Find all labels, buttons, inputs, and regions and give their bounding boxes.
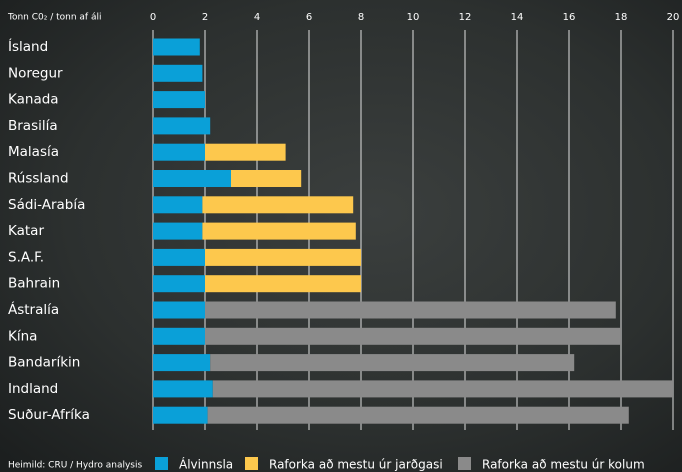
- bar-segment: [153, 143, 205, 161]
- bar-segment: [153, 275, 205, 293]
- source: Heimild: CRU / Hydro analysis: [8, 461, 142, 471]
- x-tick-label: 0: [150, 12, 156, 23]
- bar-segment: [153, 222, 203, 240]
- bar-segment: [212, 380, 674, 398]
- category-label: S.A.F.: [8, 249, 44, 265]
- legend-label: Álvinnsla: [179, 457, 233, 472]
- x-tick-label: 16: [563, 12, 576, 23]
- bar-segment: [205, 327, 621, 345]
- category-label: Katar: [8, 223, 44, 239]
- category-label: Noregur: [8, 65, 63, 81]
- x-tick-label: 8: [358, 12, 364, 23]
- bar-segment: [202, 222, 356, 240]
- legend-swatch: [458, 457, 471, 470]
- bar-segment: [153, 170, 231, 187]
- bar-segment: [153, 196, 203, 214]
- bar-segment: [205, 301, 616, 319]
- category-label: Bahrain: [8, 276, 60, 292]
- bar-segment: [207, 406, 629, 424]
- category-label: Brasilía: [8, 118, 58, 134]
- legend-swatch: [155, 457, 168, 470]
- category-label: Suður-Afríka: [8, 407, 90, 423]
- category-label: Ísland: [8, 38, 48, 55]
- bar-segment: [210, 354, 575, 372]
- bar-segment: [153, 380, 213, 398]
- bar-segment: [153, 406, 208, 424]
- bar-segment: [205, 143, 286, 161]
- x-tick-label: 12: [459, 12, 472, 23]
- legend-swatch: [245, 457, 258, 470]
- category-label: Kína: [8, 328, 37, 344]
- bar-segment: [153, 64, 203, 82]
- category-label: Indland: [8, 381, 58, 397]
- bar-segment: [153, 354, 211, 372]
- category-label: Kanada: [8, 92, 59, 108]
- bar-segment: [153, 301, 205, 319]
- bar-segment: [153, 327, 205, 345]
- bar-segment: [205, 248, 361, 266]
- legend-label: Raforka að mestu úr jarðgasi: [269, 458, 443, 472]
- bar-segment: [153, 91, 205, 109]
- x-tick-label: 18: [615, 12, 628, 23]
- bar-segment: [153, 248, 205, 266]
- x-tick-label: 10: [407, 12, 420, 23]
- x-tick-label: 2: [202, 12, 208, 23]
- bar-segment: [231, 170, 302, 187]
- bar-segment: [202, 196, 354, 214]
- bar-segment: [205, 275, 361, 293]
- x-tick-label: 20: [667, 12, 680, 23]
- bar-segment: [153, 117, 211, 135]
- category-label: Bandaríkin: [8, 355, 80, 371]
- x-tick-label: 6: [306, 12, 312, 23]
- x-tick-label: 4: [254, 12, 260, 23]
- axis-title: Tonn C0₂ / tonn af áli: [7, 13, 101, 23]
- bar-segment: [153, 38, 200, 56]
- category-label: Malasía: [8, 144, 59, 160]
- legend-label: Raforka að mestu úr kolum: [482, 458, 645, 472]
- category-label: Sádi-Arabía: [8, 197, 85, 213]
- category-label: Ástralía: [8, 301, 59, 318]
- category-label: Rússland: [8, 171, 69, 187]
- x-tick-label: 14: [511, 12, 524, 23]
